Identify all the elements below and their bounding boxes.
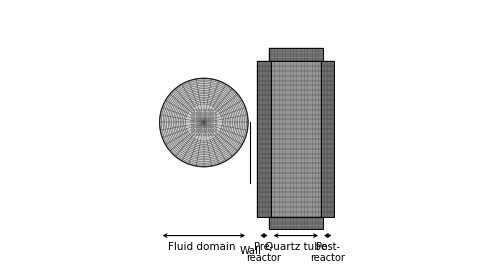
Text: Quartz tube: Quartz tube <box>264 242 327 252</box>
Bar <box>321 61 334 217</box>
Bar <box>269 217 322 229</box>
Bar <box>270 61 321 217</box>
Text: Wall: Wall <box>240 246 262 256</box>
Bar <box>321 61 334 217</box>
Bar <box>269 49 322 61</box>
Circle shape <box>160 78 248 167</box>
Text: Fluid domain: Fluid domain <box>168 242 235 252</box>
Bar <box>270 61 321 217</box>
Bar <box>258 61 270 217</box>
Bar <box>269 217 322 229</box>
Bar <box>258 61 270 217</box>
Text: Post-
reactor: Post- reactor <box>310 242 345 263</box>
Bar <box>192 111 216 135</box>
Text: Pre-
reactor: Pre- reactor <box>246 242 282 263</box>
Bar <box>269 49 322 61</box>
